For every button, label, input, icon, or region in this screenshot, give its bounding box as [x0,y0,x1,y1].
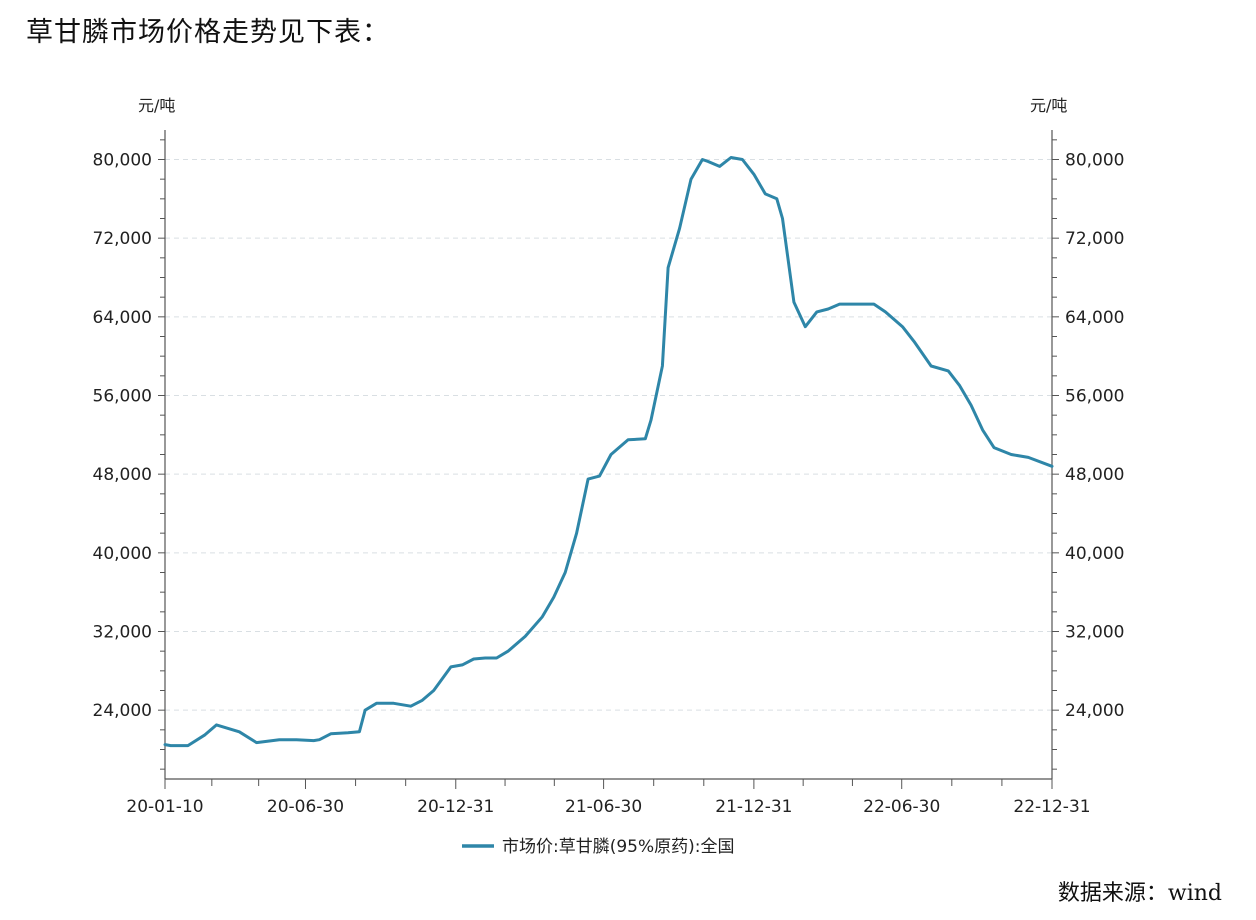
legend: 市场价:草甘膦(95%原药):全国 [462,837,735,857]
y-tick-label-left: 48,000 [93,465,152,485]
y-tick-label-right: 32,000 [1065,623,1124,643]
y-tick-label-left: 32,000 [93,623,152,643]
data-source: 数据来源：wind [1057,881,1222,906]
y-tick-label-right: 80,000 [1065,151,1124,171]
y-tick-label-left: 72,000 [93,229,152,249]
x-tick-label: 20-06-30 [267,797,344,817]
y-tick-label-right: 56,000 [1065,387,1124,407]
x-tick-label: 21-06-30 [565,797,642,817]
gridlines [165,159,1052,711]
y-tick-label-right: 40,000 [1065,544,1124,564]
page-heading: 草甘膦市场价格走势见下表： [26,17,390,48]
y-tick-label-left: 56,000 [93,387,152,407]
x-tick-label: 22-12-31 [1013,797,1090,817]
y-tick-label-left: 40,000 [93,544,152,564]
x-tick-label: 20-01-10 [126,797,203,817]
y-tick-label-right: 72,000 [1065,229,1124,249]
y-axis-unit-left: 元/吨 [138,96,175,115]
x-tick-label: 21-12-31 [715,797,792,817]
y-tick-label-right: 64,000 [1065,308,1124,328]
x-tick-label: 22-06-30 [863,797,940,817]
legend-label: 市场价:草甘膦(95%原药):全国 [502,837,735,857]
y-tick-label-left: 64,000 [93,308,152,328]
series-line [163,156,1054,748]
y-tick-label-left: 24,000 [93,701,152,721]
y-tick-label-right: 48,000 [1065,465,1124,485]
y-axis-unit-right: 元/吨 [1030,96,1067,115]
x-tick-label: 20-12-31 [417,797,494,817]
y-tick-label-right: 24,000 [1065,701,1124,721]
axes [158,130,1059,789]
y-tick-label-left: 80,000 [93,151,152,171]
tick-labels: 24,000 24,000 32,000 32,000 40,000 40,000 48,0… [93,151,1125,818]
